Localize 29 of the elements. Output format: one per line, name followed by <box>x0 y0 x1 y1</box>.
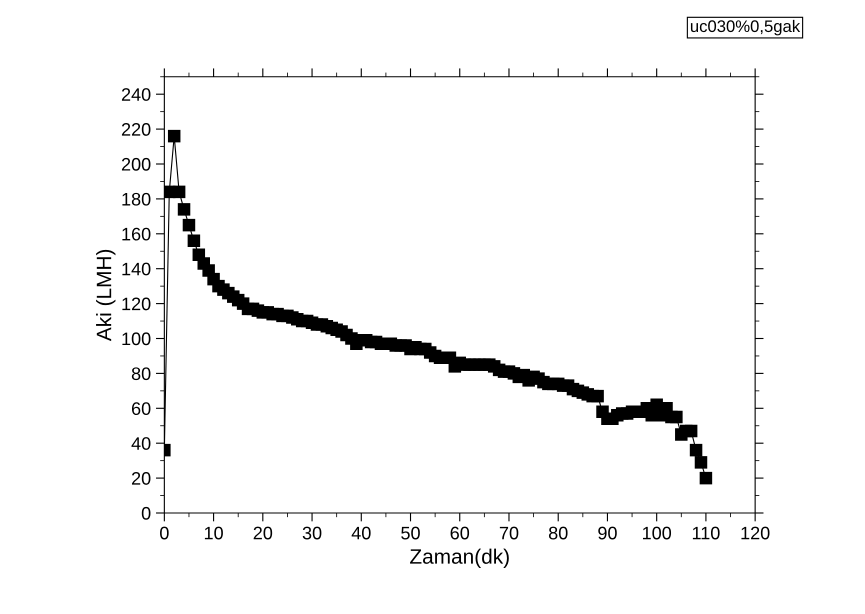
y-tick-label: 60 <box>132 402 150 416</box>
x-tick-label: 120 <box>741 526 770 540</box>
y-tick-label: 80 <box>132 367 150 380</box>
x-tick-label: 110 <box>692 526 720 540</box>
y-tick-label: 120 <box>122 298 150 310</box>
x-tick-label: 30 <box>302 526 322 540</box>
y-tick-label: 140 <box>122 262 150 276</box>
x-tick-label: 50 <box>401 526 420 540</box>
y-tick-label: 240 <box>122 88 150 101</box>
x-tick-label: 90 <box>598 526 617 540</box>
y-tick-label: 0 <box>142 506 150 520</box>
y-tick-label: 160 <box>122 228 150 241</box>
y-tick-label: 200 <box>122 158 150 171</box>
x-tick-label: 0 <box>160 526 169 540</box>
x-tick-label: 100 <box>642 526 672 540</box>
x-tick-label: 60 <box>450 526 470 540</box>
x-tick-label: 20 <box>254 526 272 540</box>
y-tick-label: 100 <box>122 332 150 346</box>
x-axis-title: Zaman(dk) <box>410 548 509 568</box>
y-tick-label: 20 <box>132 472 150 485</box>
x-tick-label: 40 <box>352 526 371 540</box>
x-tick-label: 10 <box>204 526 223 540</box>
y-tick-label: 180 <box>122 192 150 206</box>
y-tick-label: 40 <box>131 437 150 450</box>
y-tick-label: 220 <box>122 123 150 136</box>
x-tick-label: 80 <box>548 526 568 540</box>
text: uc030%0,5gak <box>690 20 800 36</box>
y-axis-title: Aki (LMH) <box>96 250 116 342</box>
x-tick-label: 70 <box>500 526 518 540</box>
